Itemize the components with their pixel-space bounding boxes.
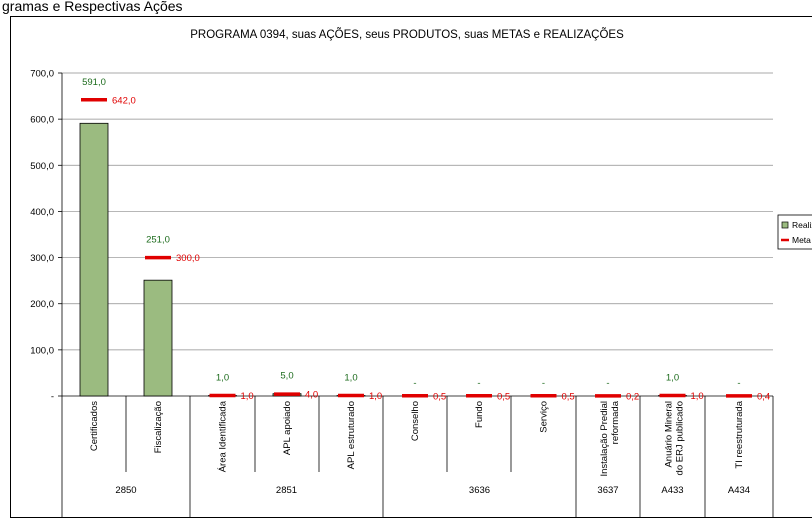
x-tick-label: TI reestruturada bbox=[734, 400, 745, 468]
x-tick-label: Serviço bbox=[539, 401, 550, 433]
y-tick-label: 700,0 bbox=[30, 69, 54, 80]
x-tick-label: Fundo bbox=[474, 401, 485, 428]
data-label-meta: 0,5 bbox=[497, 391, 510, 402]
x-tick-label: APL apoiado bbox=[282, 401, 293, 455]
group-label: 3637 bbox=[597, 485, 618, 496]
x-tick-label: Área Identificada bbox=[218, 400, 229, 472]
y-tick-label: 600,0 bbox=[30, 115, 54, 126]
data-label-meta: 1,0 bbox=[691, 391, 704, 402]
legend-swatch-realizado bbox=[782, 222, 788, 228]
data-label-realizado: 251,0 bbox=[146, 235, 170, 246]
data-label-meta: 0,5 bbox=[562, 391, 575, 402]
data-label-realizado: - bbox=[606, 378, 609, 389]
x-tick-label: Fiscalização bbox=[153, 401, 164, 453]
y-tick-label: 400,0 bbox=[30, 207, 54, 218]
data-label-realizado: - bbox=[737, 378, 740, 389]
data-label-meta: 642,0 bbox=[112, 95, 136, 106]
y-tick-label: 200,0 bbox=[30, 299, 54, 310]
x-tick-label: Conselho bbox=[410, 401, 421, 441]
group-label: 2850 bbox=[115, 485, 136, 496]
chart-title: PROGRAMA 0394, suas AÇÕES, seus PRODUTOS… bbox=[190, 28, 624, 41]
group-label: A433 bbox=[661, 485, 683, 496]
data-label-realizado: 591,0 bbox=[82, 77, 106, 88]
bar-chart: PROGRAMA 0394, suas AÇÕES, seus PRODUTOS… bbox=[11, 17, 812, 517]
data-label-meta: 1,0 bbox=[241, 391, 254, 402]
group-label: 3636 bbox=[469, 485, 490, 496]
y-tick-label: - bbox=[51, 392, 54, 403]
data-label-meta: 0,5 bbox=[433, 391, 446, 402]
data-label-realizado: - bbox=[542, 378, 545, 389]
y-tick-label: 500,0 bbox=[30, 161, 54, 172]
chart-frame: PROGRAMA 0394, suas AÇÕES, seus PRODUTOS… bbox=[10, 16, 812, 518]
x-tick-label: APL estruturado bbox=[346, 401, 357, 469]
bar-realizado bbox=[80, 123, 108, 396]
data-label-realizado: - bbox=[477, 378, 480, 389]
data-label-realizado: 1,0 bbox=[344, 373, 357, 384]
data-label-meta: 1,0 bbox=[369, 391, 382, 402]
data-label-realizado: 1,0 bbox=[216, 373, 229, 384]
x-tick-label: Anuário Mineraldo ERJ publicado bbox=[664, 401, 686, 475]
group-label: A434 bbox=[728, 485, 750, 496]
group-label: 2851 bbox=[276, 485, 297, 496]
data-label-meta: 0,4 bbox=[757, 391, 770, 402]
y-tick-label: 100,0 bbox=[30, 345, 54, 356]
data-label-meta: 0,2 bbox=[626, 391, 639, 402]
legend-label-meta: Meta bbox=[792, 235, 811, 245]
y-tick-label: 300,0 bbox=[30, 253, 54, 264]
x-tick-label: Certificados bbox=[89, 401, 100, 451]
data-label-meta: 300,0 bbox=[176, 253, 200, 264]
data-label-meta: 4,0 bbox=[305, 390, 318, 401]
data-label-realizado: - bbox=[413, 378, 416, 389]
figure-caption: gramas e Respectivas Ações bbox=[2, 0, 183, 15]
legend-label-realizado: Realizado bbox=[792, 220, 812, 230]
x-tick-label: Instalação Predialreformada bbox=[599, 400, 621, 476]
data-label-realizado: 1,0 bbox=[666, 373, 679, 384]
data-label-realizado: 5,0 bbox=[280, 371, 293, 382]
bar-realizado bbox=[144, 280, 172, 396]
